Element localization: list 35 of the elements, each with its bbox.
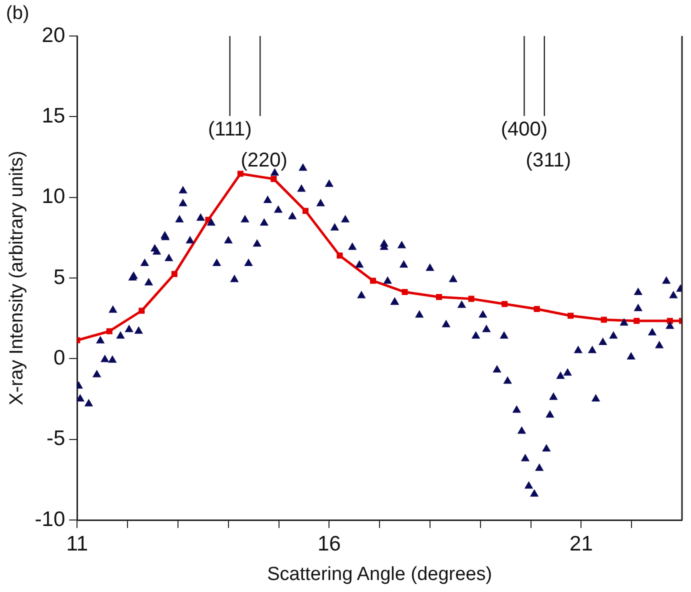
point (302, 208, 308, 214)
point (270, 176, 277, 182)
point (502, 300, 508, 307)
point (402, 289, 408, 296)
point (534, 306, 540, 312)
x-tick-label: 11 (66, 532, 88, 556)
annotation: (220) (240, 150, 288, 172)
point (568, 312, 574, 319)
point (600, 316, 607, 323)
chart-title: (b) (6, 3, 30, 24)
y-tick-label: 10 (42, 185, 66, 208)
y-tick-label: -5 (46, 427, 66, 450)
y-tick-label: 5 (53, 266, 66, 289)
y-axis-title: X-ray Intensity (arbitrary units) (6, 150, 28, 406)
y-tick-label: 15 (42, 104, 66, 128)
x-tick-label: 21 (570, 532, 593, 556)
annotation: (311) (526, 150, 572, 172)
point (634, 318, 640, 324)
x-axis-title: Scattering Angle (degrees) (267, 564, 492, 585)
annotation: (400) (500, 118, 548, 141)
point (237, 170, 244, 177)
y-tick-label: 0 (53, 346, 66, 370)
point (666, 318, 673, 324)
y-tick-label: -10 (34, 508, 66, 531)
point (171, 270, 178, 277)
point (370, 278, 376, 284)
annotation: (111) (208, 118, 252, 141)
point (106, 328, 112, 334)
y-tick-label: 20 (42, 24, 66, 47)
point (336, 252, 343, 259)
point (436, 294, 442, 300)
point (138, 308, 145, 314)
point (468, 296, 474, 302)
point (205, 216, 212, 223)
x-tick-label: 16 (317, 532, 341, 556)
